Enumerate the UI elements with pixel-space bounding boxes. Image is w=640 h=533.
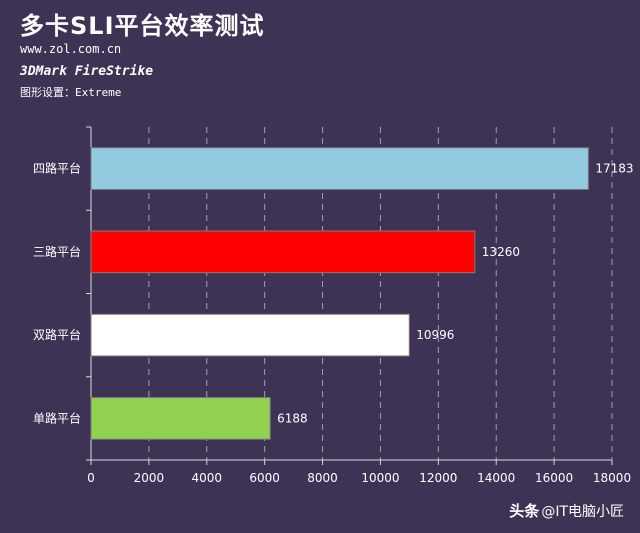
x-tick-label-4000: 4000 <box>192 471 223 485</box>
value-label-1: 13260 <box>482 245 520 259</box>
x-tick-label-10000: 10000 <box>361 471 399 485</box>
source-url: www.zol.com.cn <box>20 42 122 56</box>
category-label-1: 三路平台 <box>33 244 81 259</box>
chart-title: 多卡SLI平台效率测试 <box>20 12 265 40</box>
bars <box>90 147 589 440</box>
category-label-0: 四路平台 <box>33 161 81 176</box>
bar-3 <box>90 397 271 440</box>
x-tick-label-12000: 12000 <box>419 471 457 485</box>
x-tick-label-2000: 2000 <box>134 471 165 485</box>
x-tick-label-6000: 6000 <box>249 471 280 485</box>
value-label-3: 6188 <box>277 411 308 425</box>
category-label-2: 双路平台 <box>33 327 81 342</box>
benchmark-name: 3DMark FireStrike <box>20 64 154 79</box>
bar-0 <box>90 147 589 190</box>
watermark-handle: @IT电脑小匠 <box>541 504 624 520</box>
x-tick-label-8000: 8000 <box>307 471 338 485</box>
value-label-2: 10996 <box>416 328 454 342</box>
watermark: 头条 @IT电脑小匠 <box>509 500 624 521</box>
x-tick-label-14000: 14000 <box>477 471 515 485</box>
x-tick-label-0: 0 <box>87 471 95 485</box>
bar-2 <box>90 313 410 357</box>
labels: 0 2000 4000 6000 8000 10000 12000 14000 16000 180… <box>33 161 634 485</box>
watermark-brand: 头条 <box>509 502 540 520</box>
value-label-0: 17183 <box>595 162 633 176</box>
x-tick-label-16000: 16000 <box>535 471 573 485</box>
category-label-3: 单路平台 <box>33 410 81 425</box>
x-tick-label-18000: 18000 <box>593 471 631 485</box>
bar-1 <box>90 230 476 274</box>
graphics-setting: 图形设置：Extreme <box>20 86 122 99</box>
